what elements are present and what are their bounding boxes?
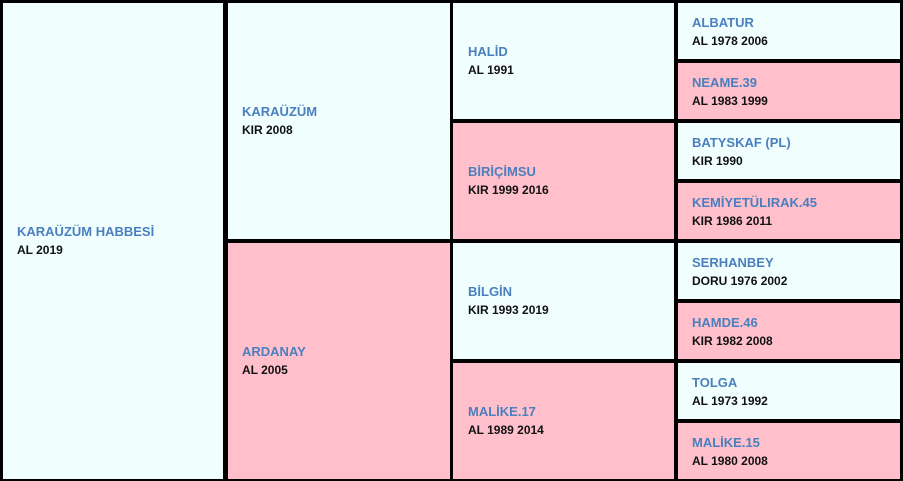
ds-sire-info: DORU 1976 2002 — [692, 273, 788, 288]
sd-sire-name-link[interactable]: BATYSKAF (PL) — [692, 134, 791, 150]
ss-sire-cell: ALBATUR AL 1978 2006 — [678, 3, 900, 59]
ds-dam-name-link[interactable]: HAMDE.46 — [692, 314, 758, 330]
ds-sire-name-link[interactable]: SERHANBEY — [692, 254, 774, 270]
sire-name-link[interactable]: KARAÜZÜM — [242, 104, 318, 119]
ss-sire-name-link[interactable]: ALBATUR — [692, 14, 754, 30]
dam-sire-name-link[interactable]: BİLGİN — [468, 284, 513, 299]
sire-sire-name-link[interactable]: HALİD — [468, 44, 508, 59]
ds-dam-info: KIR 1982 2008 — [692, 333, 773, 348]
subject-cell: KARAÜZÜM HABBESİ AL 2019 — [3, 3, 223, 479]
ss-dam-name-link[interactable]: NEAME.39 — [692, 74, 758, 90]
sd-dam-info: KIR 1986 2011 — [692, 213, 773, 228]
dd-sire-name-link[interactable]: TOLGA — [692, 374, 738, 390]
dam-dam-name-link[interactable]: MALİKE.17 — [468, 404, 536, 419]
dam-dam-info: AL 1989 2014 — [468, 423, 544, 437]
sire-dam-name-link[interactable]: BİRİÇİMSU — [468, 164, 536, 179]
sire-info: KIR 2008 — [242, 123, 293, 137]
dd-dam-info: AL 1980 2008 — [692, 453, 768, 468]
subject-name-link[interactable]: KARAÜZÜM HABBESİ — [17, 224, 155, 239]
dd-dam-name-link[interactable]: MALİKE.15 — [692, 434, 760, 450]
dd-sire-info: AL 1973 1992 — [692, 393, 768, 408]
sd-sire-cell: BATYSKAF (PL) KIR 1990 — [678, 123, 900, 179]
ss-dam-info: AL 1983 1999 — [692, 93, 768, 108]
sire-dam-cell: BİRİÇİMSU KIR 1999 2016 — [453, 123, 674, 239]
dam-dam-cell: MALİKE.17 AL 1989 2014 — [453, 363, 674, 479]
dd-sire-cell: TOLGA AL 1973 1992 — [678, 363, 900, 419]
dd-dam-cell: MALİKE.15 AL 1980 2008 — [678, 423, 900, 479]
dam-sire-cell: BİLGİN KIR 1993 2019 — [453, 243, 674, 359]
sire-cell: KARAÜZÜM KIR 2008 — [228, 3, 450, 239]
ds-sire-cell: SERHANBEY DORU 1976 2002 — [678, 243, 900, 299]
ss-sire-info: AL 1978 2006 — [692, 33, 768, 48]
dam-sire-info: KIR 1993 2019 — [468, 303, 549, 317]
sd-dam-cell: KEMİYETÜLIRAK.45 KIR 1986 2011 — [678, 183, 900, 239]
ds-dam-cell: HAMDE.46 KIR 1982 2008 — [678, 303, 900, 359]
sire-dam-info: KIR 1999 2016 — [468, 183, 549, 197]
sd-dam-name-link[interactable]: KEMİYETÜLIRAK.45 — [692, 194, 817, 210]
dam-name-link[interactable]: ARDANAY — [242, 344, 306, 359]
dam-info: AL 2005 — [242, 363, 288, 377]
sire-sire-info: AL 1991 — [468, 63, 514, 77]
ss-dam-cell: NEAME.39 AL 1983 1999 — [678, 63, 900, 119]
sire-sire-cell: HALİD AL 1991 — [453, 3, 674, 119]
dam-cell: ARDANAY AL 2005 — [228, 243, 450, 479]
sd-sire-info: KIR 1990 — [692, 153, 743, 168]
subject-info: AL 2019 — [17, 243, 63, 257]
